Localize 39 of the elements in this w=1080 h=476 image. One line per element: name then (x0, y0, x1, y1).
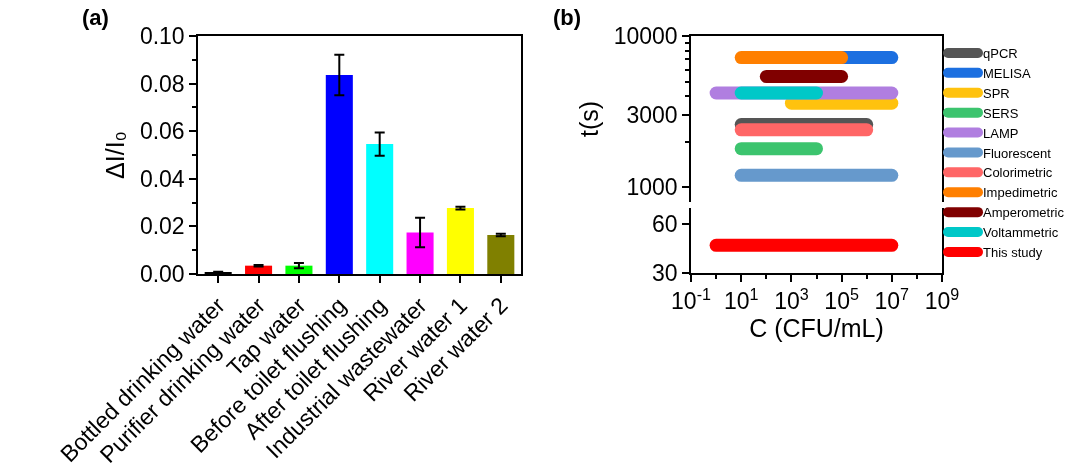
legend-label: Fluorescent (983, 145, 1052, 161)
y-axis-title: t(s) (574, 100, 603, 138)
y-tick-label: 0.04 (139, 165, 185, 192)
legend-label: qPCR (983, 46, 1018, 62)
y-tick-label: 0.00 (139, 261, 185, 288)
chart-title: (b) (553, 5, 582, 30)
y-tick-label: 1000 (626, 174, 678, 201)
y-axis-title: ΔI/I₀ (101, 131, 130, 179)
y-tick-label: 10000 (613, 23, 678, 50)
legend-label: SERS (983, 105, 1019, 121)
chart-title: (a) (82, 5, 109, 30)
legend-label: SPR (983, 85, 1010, 101)
legend-label: Voltammetric (983, 225, 1059, 241)
legend-label: Colorimetric (983, 165, 1053, 181)
y-tick-label: 3000 (626, 102, 678, 129)
y-tick-label: 0.08 (139, 70, 185, 97)
x-tick-label: 10$^{5}$ (824, 284, 859, 315)
y-tick-label: 0.10 (139, 23, 185, 50)
bar (406, 232, 434, 274)
x-tick-label: 10$^{1}$ (723, 284, 759, 315)
legend-label: LAMP (983, 125, 1019, 141)
bar (325, 75, 353, 274)
legend-label: Impedimetric (983, 185, 1058, 201)
bar (487, 234, 515, 274)
legend-label: MELISA (983, 65, 1032, 81)
x-tick-label: 10$^{9}$ (924, 284, 960, 315)
x-tick-label: 10$^{3}$ (774, 284, 809, 315)
y-tick-label: 0.02 (139, 213, 185, 240)
bar (366, 144, 394, 274)
legend-label: This study (983, 245, 1043, 261)
x-tick-label: 10$^{7}$ (874, 284, 910, 315)
bar (245, 265, 273, 274)
legend-label: Amperometric (983, 205, 1065, 221)
y-tick-label: 0.06 (139, 118, 185, 145)
y-tick-label: 60 (652, 211, 678, 238)
x-tick-label: 10$^{-1}$ (671, 284, 711, 315)
bar (446, 208, 474, 274)
x-axis-title: C (CFU/mL) (749, 314, 884, 343)
y-tick-label: 30 (652, 260, 678, 287)
